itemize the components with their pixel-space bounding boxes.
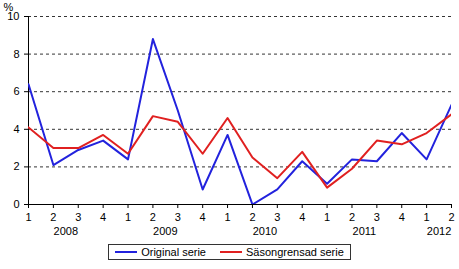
svg-text:6: 6 bbox=[13, 85, 19, 97]
svg-text:2: 2 bbox=[448, 211, 454, 223]
svg-text:1: 1 bbox=[125, 211, 131, 223]
svg-text:10: 10 bbox=[7, 10, 20, 22]
svg-text:1: 1 bbox=[224, 211, 230, 223]
svg-text:2: 2 bbox=[249, 211, 255, 223]
svg-text:1: 1 bbox=[324, 211, 330, 223]
svg-text:2010: 2010 bbox=[253, 225, 277, 237]
svg-text:2012: 2012 bbox=[427, 225, 451, 237]
svg-text:1: 1 bbox=[25, 211, 31, 223]
svg-text:8: 8 bbox=[13, 48, 19, 60]
svg-text:2: 2 bbox=[50, 211, 56, 223]
svg-text:2011: 2011 bbox=[353, 225, 377, 237]
svg-text:4: 4 bbox=[100, 211, 106, 223]
svg-text:1: 1 bbox=[424, 211, 430, 223]
svg-text:0: 0 bbox=[13, 198, 19, 210]
svg-text:2: 2 bbox=[150, 211, 156, 223]
svg-text:2008: 2008 bbox=[54, 225, 78, 237]
svg-text:2009: 2009 bbox=[153, 225, 177, 237]
svg-text:4: 4 bbox=[13, 123, 19, 135]
svg-text:4: 4 bbox=[200, 211, 206, 223]
svg-text:3: 3 bbox=[175, 211, 181, 223]
svg-text:4: 4 bbox=[399, 211, 405, 223]
svg-text:%: % bbox=[4, 1, 14, 13]
html-text:Säsongrensad serie: Säsongrensad serie bbox=[246, 246, 344, 258]
svg-text:2: 2 bbox=[13, 160, 19, 172]
svg-text:2: 2 bbox=[349, 211, 355, 223]
svg-text:3: 3 bbox=[75, 211, 81, 223]
svg-text:4: 4 bbox=[299, 211, 305, 223]
html-text:Original serie: Original serie bbox=[141, 246, 206, 258]
svg-text:3: 3 bbox=[274, 211, 280, 223]
svg-text:3: 3 bbox=[374, 211, 380, 223]
